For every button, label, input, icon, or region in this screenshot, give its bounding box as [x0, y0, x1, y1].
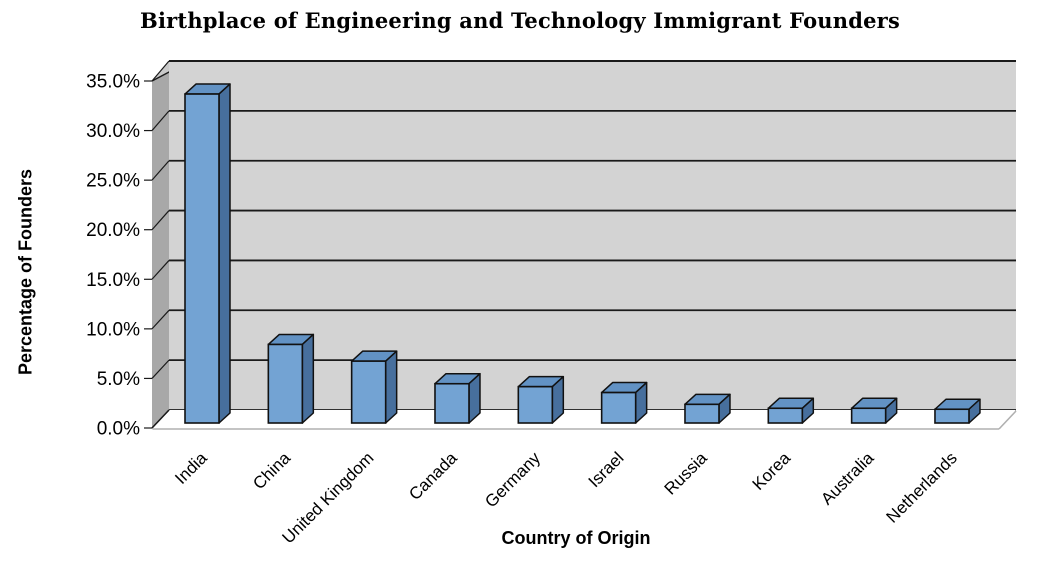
wall-tick-diagonal [151, 260, 170, 280]
x-label-australia: Australia [817, 448, 878, 509]
bar-germany [517, 385, 554, 424]
bar-united-kingdom [350, 360, 387, 424]
bar-korea [767, 407, 804, 424]
bar-russia [684, 403, 720, 424]
side-wall [152, 61, 169, 428]
bar-canada [434, 382, 470, 424]
y-tick-label-0.0pct: 0.0% [97, 419, 140, 440]
bar-israel [600, 391, 637, 424]
x-label-netherlands: Netherlands [883, 448, 961, 526]
bar-china [267, 343, 304, 424]
x-label-china: China [249, 448, 294, 493]
y-tick-label-20.0pct: 20.0% [86, 220, 140, 241]
wall-tick-diagonal [151, 60, 170, 82]
x-axis-title: Country of Origin [501, 528, 651, 548]
y-tick-label-15.0pct: 15.0% [86, 270, 140, 291]
x-label-russia: Russia [661, 448, 712, 499]
x-label-israel: Israel [585, 448, 628, 491]
bar-side-china [301, 333, 315, 424]
bar-side-india [218, 83, 231, 424]
wall-tick-diagonal [151, 359, 170, 379]
bar-netherlands [934, 408, 970, 424]
y-tick-label-25.0pct: 25.0% [86, 171, 140, 192]
wall-tick-diagonal [151, 110, 170, 131]
y-tick-label-30.0pct: 30.0% [86, 121, 140, 142]
x-label-canada: Canada [405, 448, 461, 504]
x-label-india: India [171, 448, 211, 488]
chart-title: Birthplace of Engineering and Technology… [140, 8, 900, 33]
wall-tick-diagonal [151, 210, 170, 231]
x-label-united-kingdom: United Kingdom [279, 448, 378, 547]
x-label-korea: Korea [749, 448, 795, 494]
y-tick-label-35.0pct: 35.0% [86, 72, 140, 93]
y-tick-label-10.0pct: 10.0% [86, 319, 140, 340]
x-label-germany: Germany [481, 448, 544, 511]
wall-tick-diagonal [151, 309, 170, 330]
wall-tick-diagonal [151, 409, 170, 429]
wall-tick-diagonal [151, 160, 170, 181]
bar-india [184, 93, 220, 424]
bar-australia [850, 407, 887, 424]
bar-side-united-kingdom [384, 350, 398, 424]
y-tick-label-5.0pct: 5.0% [97, 369, 140, 390]
floor-right-edge [998, 410, 1017, 430]
